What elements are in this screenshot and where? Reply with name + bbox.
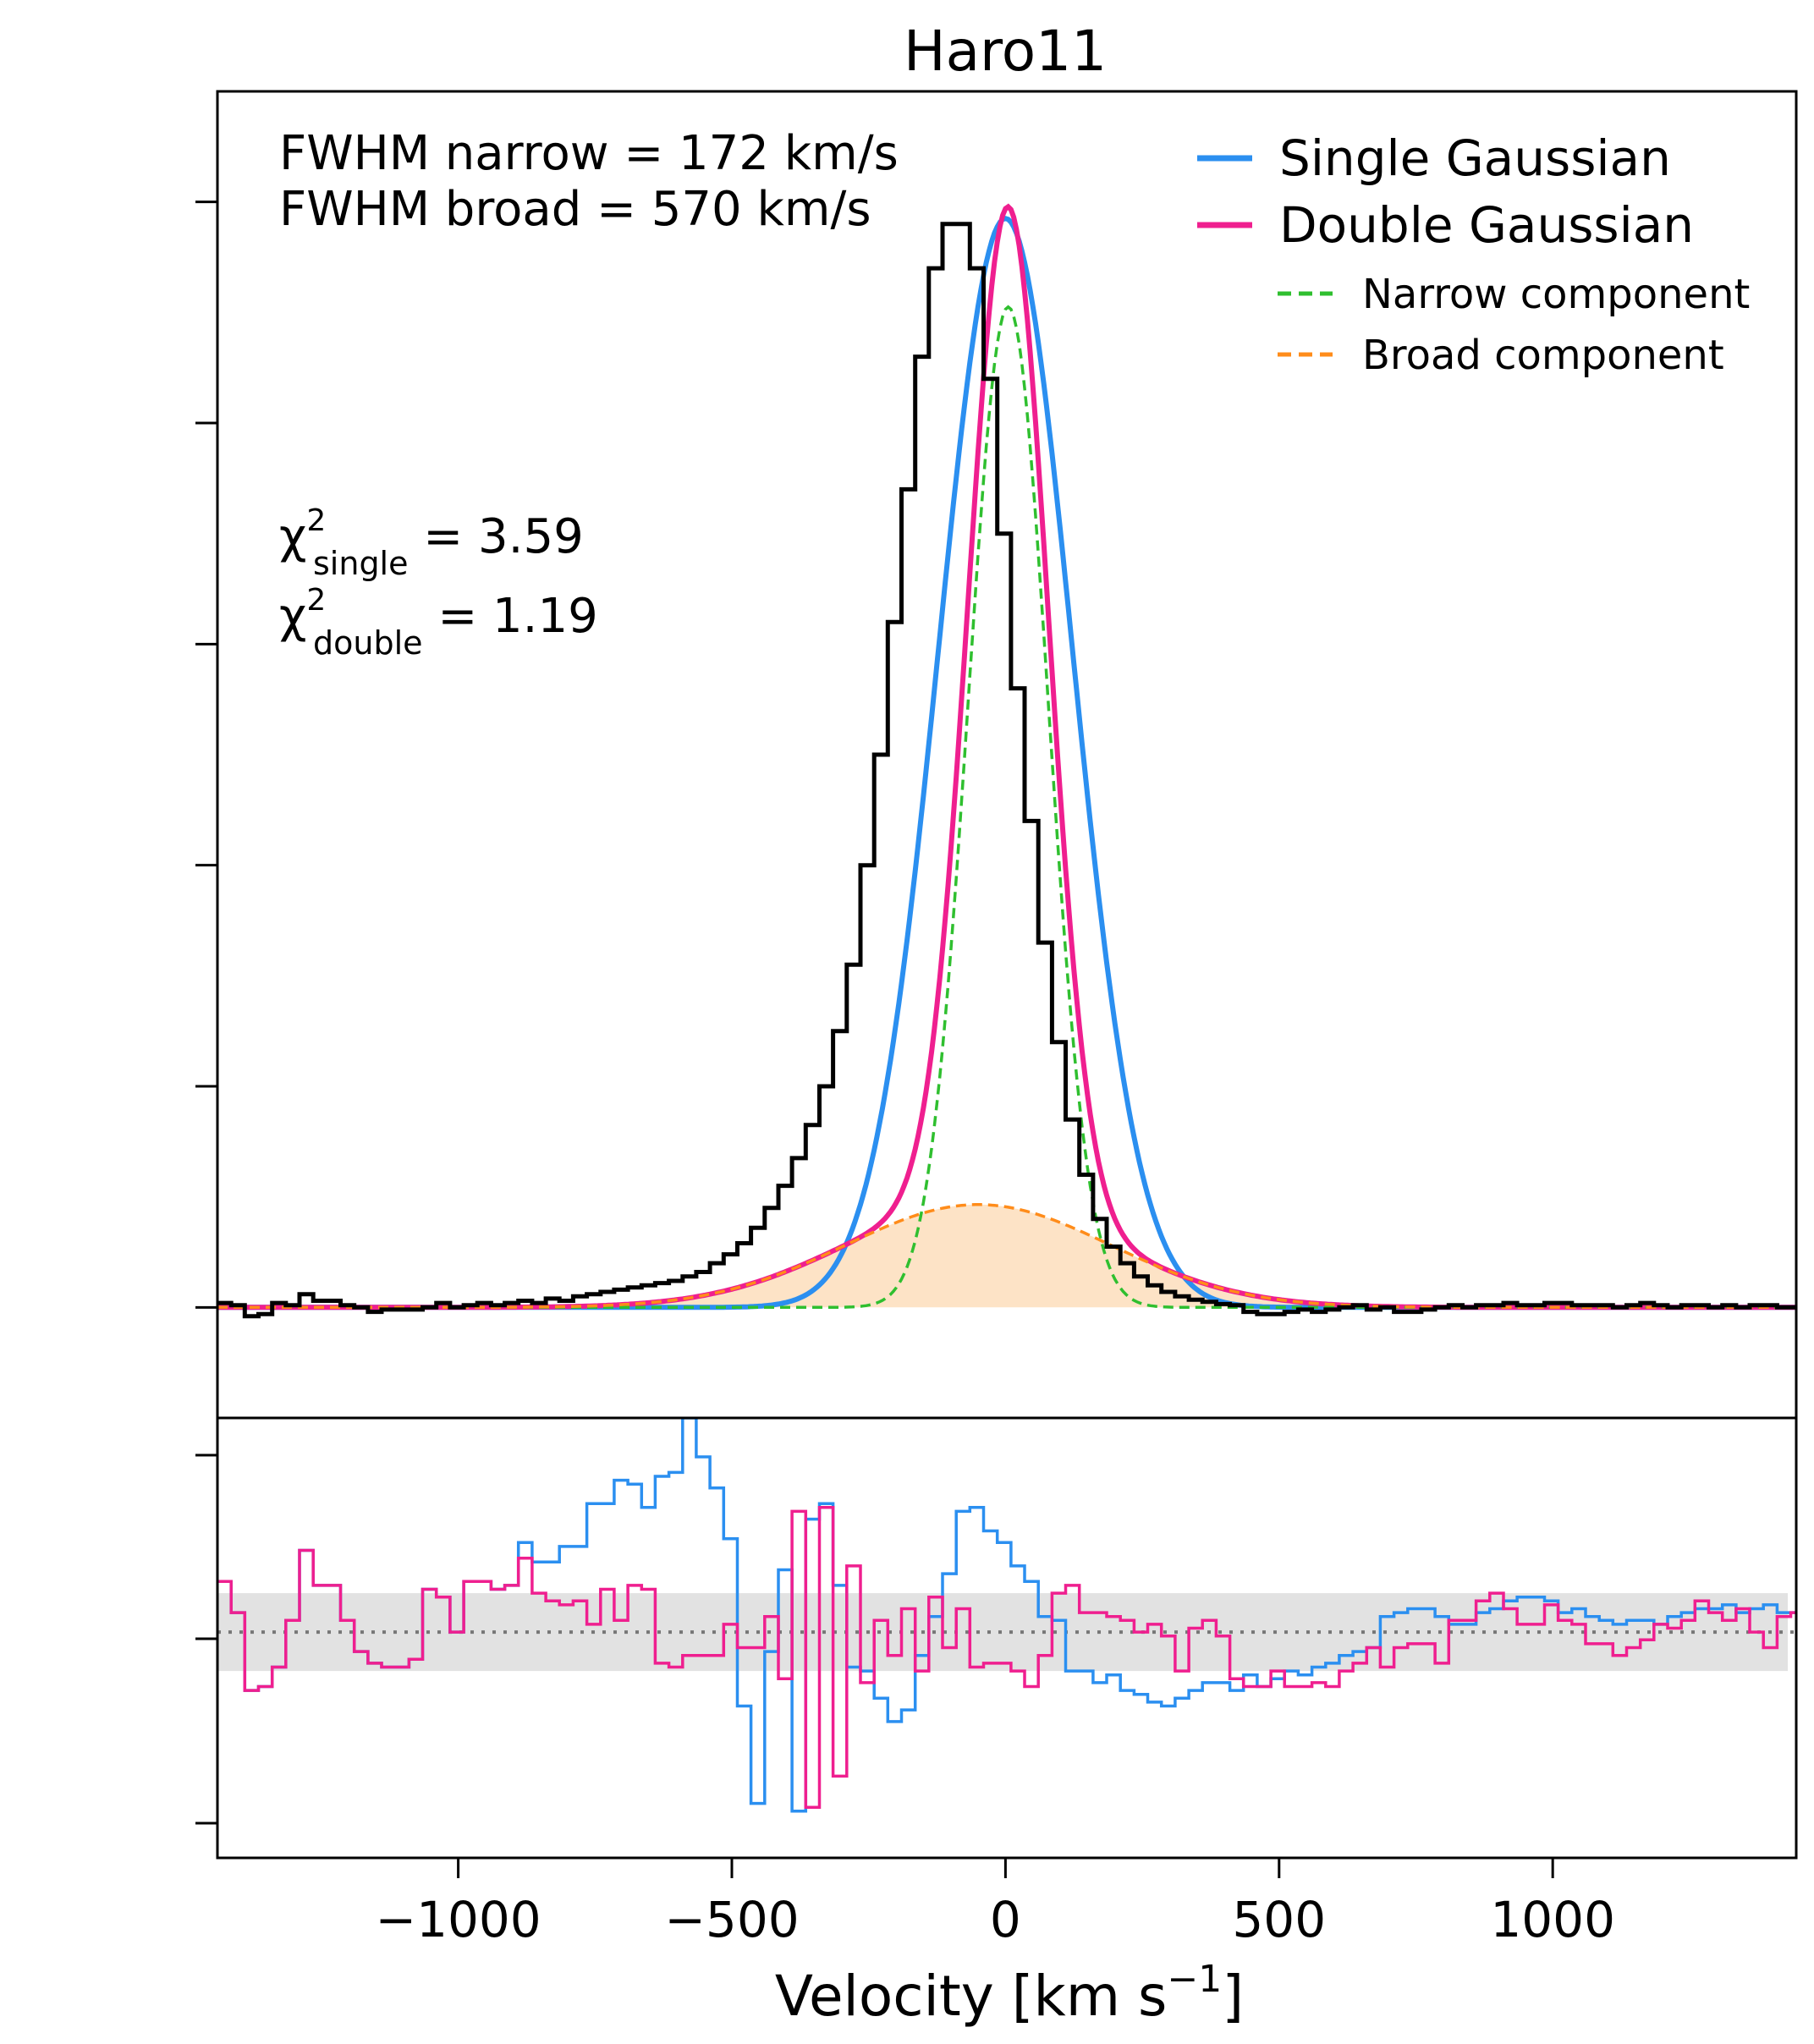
chi-double-value: = 1.19 <box>423 589 598 644</box>
legend: Single Gaussian Double Gaussian Narrow c… <box>1197 129 1750 379</box>
fwhm-narrow-label: FWHM narrow = 172 km/s <box>279 126 899 181</box>
chi-double-symbol: χ <box>279 589 306 644</box>
x-axis-label: Velocity [km s−1] <box>775 1958 1244 2029</box>
x-tick-label: 500 <box>1232 1891 1326 1948</box>
x-tick-label: 1000 <box>1490 1891 1615 1948</box>
legend-single-label: Single Gaussian <box>1279 129 1671 187</box>
residual-band <box>217 1593 1788 1672</box>
x-axis-label-close: ] <box>1222 1964 1244 2029</box>
observed-spectrum-step <box>217 222 1796 1319</box>
legend-narrow-label: Narrow component <box>1362 271 1750 318</box>
residual-panel: −1000 −500 0 500 1000 <box>195 1416 1798 1948</box>
fwhm-broad-label: FWHM broad = 570 km/s <box>279 182 871 237</box>
chi-single-value: = 3.59 <box>409 509 584 564</box>
chi-double-sup: 2 <box>306 583 326 618</box>
x-tick-label: −500 <box>664 1891 799 1948</box>
broad-component-line <box>217 1203 1796 1310</box>
residual-panel-yticks <box>195 1453 217 1825</box>
chi-single-sup: 2 <box>306 503 326 538</box>
chi-single-label: χ2 single = 3.59 <box>279 503 584 582</box>
broad-component-fill <box>217 1204 1796 1308</box>
main-panel-yticks <box>195 201 217 1309</box>
x-tick-label: −1000 <box>375 1891 541 1948</box>
chart-title: Haro11 <box>904 19 1107 84</box>
x-axis-label-main: Velocity [km s <box>775 1964 1168 2029</box>
legend-broad-label: Broad component <box>1362 332 1724 379</box>
x-axis-label-sup: −1 <box>1167 1958 1222 2001</box>
x-axis-ticks: −1000 −500 0 500 1000 <box>375 1858 1615 1948</box>
chi-single-sub: single <box>313 545 409 582</box>
main-panel: FWHM narrow = 172 km/s FWHM broad = 570 … <box>195 90 1798 1420</box>
chi-double-label: χ2 double = 1.19 <box>279 583 598 662</box>
legend-double-label: Double Gaussian <box>1279 196 1694 254</box>
chi-double-sub: double <box>313 624 423 662</box>
chi-single-symbol: χ <box>279 509 306 564</box>
x-tick-label: 0 <box>990 1891 1021 1948</box>
double-residual-step <box>217 1506 1796 1809</box>
